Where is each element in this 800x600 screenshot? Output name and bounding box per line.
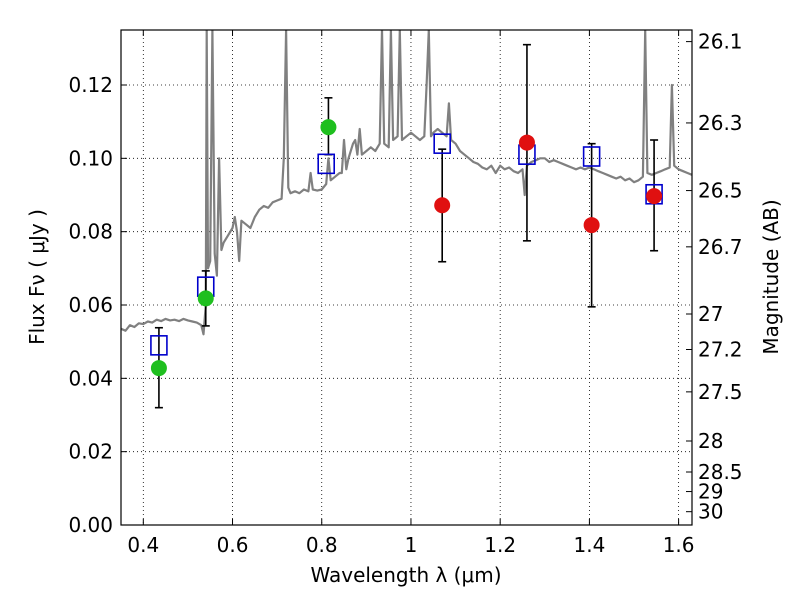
right-tick-label: 26.1 — [698, 30, 743, 54]
x-tick-label: 0.6 — [217, 533, 249, 557]
right-tick-label: 26.5 — [698, 179, 743, 203]
right-tick-label: 27.5 — [698, 380, 743, 404]
spectrum-line — [121, 30, 692, 336]
x-tick-label: 1.4 — [573, 533, 605, 557]
green-detections-point — [197, 290, 214, 307]
x-axis-label: Wavelength λ (μm) — [310, 563, 501, 587]
x-tick-label: 1.2 — [484, 533, 516, 557]
y-tick-label: 0.12 — [68, 73, 113, 97]
y-tick-label: 0.10 — [68, 146, 113, 170]
right-axis-label: Magnitude (AB) — [759, 199, 783, 354]
plot-frame — [120, 29, 693, 526]
x-tick-label: 1.6 — [663, 533, 695, 557]
y-tick-label: 0.08 — [68, 220, 113, 244]
plot-area — [121, 30, 692, 525]
right-tick-label: 26.3 — [698, 111, 743, 135]
green-detections-point — [150, 360, 167, 377]
y-tick-label: 0.04 — [68, 366, 113, 390]
ticks: 0.4 0.6 0.8 1 1.2 1.4 1.6 0.00 0.02 0.04 0.06 0.08 0… — [68, 30, 742, 557]
grid — [121, 30, 692, 526]
right-tick-label: 28.5 — [698, 460, 743, 484]
right-tick-label: 27 — [698, 302, 723, 326]
data-layer — [121, 30, 692, 409]
x-tick-label: 0.8 — [306, 533, 338, 557]
red-detections-point — [583, 217, 600, 234]
right-tick-label: 27.2 — [698, 337, 743, 361]
x-tick-label: 1 — [405, 533, 418, 557]
right-tick-label: 30 — [698, 500, 723, 524]
model-square-point — [433, 133, 451, 154]
red-detections-point — [646, 188, 663, 205]
model-square-point — [582, 146, 601, 167]
x-tick-label: 0.4 — [127, 533, 159, 557]
y-tick-label: 0.00 — [68, 513, 113, 537]
right-tick-label: 28 — [698, 429, 723, 453]
right-tick-label: 26.7 — [698, 235, 743, 259]
red-detections-point — [518, 134, 535, 151]
right-tick-label: 29 — [698, 480, 723, 504]
green-detections-point — [320, 119, 337, 136]
model-square-point — [150, 335, 168, 356]
model-square-point — [317, 153, 336, 175]
y-tick-label: 0.06 — [68, 293, 113, 317]
y-tick-label: 0.02 — [68, 440, 113, 464]
red-detections-point — [434, 197, 451, 214]
y-axis-label: Flux Fν ( μJy ) — [25, 209, 49, 345]
